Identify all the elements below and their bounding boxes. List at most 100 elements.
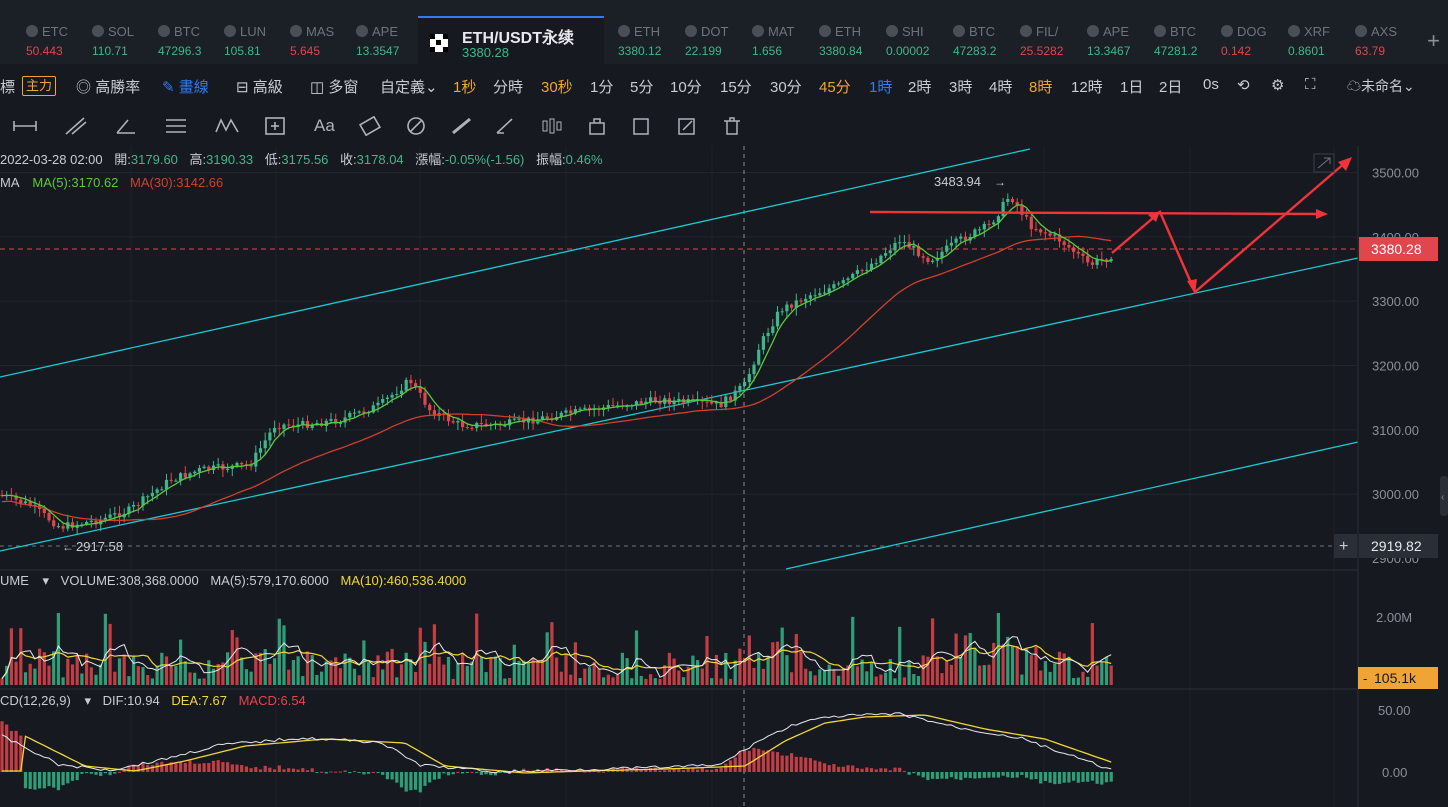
lock-icon[interactable] — [586, 116, 608, 136]
macd-dropdown-icon[interactable]: ▾ — [84, 693, 91, 708]
coin-icon — [953, 25, 965, 37]
custom-label: 自定義 — [380, 79, 426, 96]
volume-bar — [743, 657, 747, 685]
sidebar-collapse-handle[interactable] — [1440, 476, 1448, 516]
macd-bar — [94, 772, 98, 775]
add-alert-icon[interactable]: + — [1339, 538, 1348, 555]
draw-button[interactable]: ✎ 畫線 — [162, 76, 209, 97]
tab-eth-usdt-perpetual[interactable]: ETH/USDT永续 3380.28 — [418, 16, 604, 66]
horizontal-ray-icon[interactable] — [12, 116, 37, 136]
candle-body — [761, 336, 765, 350]
measure-icon[interactable] — [264, 116, 286, 136]
candle-body — [89, 520, 93, 522]
text-tool-icon[interactable]: Aa — [314, 116, 335, 135]
settings-icon[interactable]: ⚙ — [1271, 77, 1285, 94]
macd-bar — [761, 750, 765, 772]
high-label: 高: — [190, 152, 207, 167]
channel-upper-line[interactable] — [0, 148, 1031, 378]
candle-body — [973, 229, 977, 238]
macd-bar — [193, 763, 197, 772]
eraser-icon[interactable] — [404, 116, 426, 136]
tab-symbol: SOL — [108, 24, 135, 39]
projection-path[interactable] — [1111, 161, 1347, 294]
interval-button[interactable]: 1秒 — [453, 79, 477, 96]
price-chart[interactable]: 3483.94 → ← 2917.58 2022-03-28 02:00 開:3… — [0, 146, 1448, 807]
volume-bar — [155, 665, 159, 685]
interval-button[interactable]: 2時 — [908, 79, 932, 96]
pattern-tool-icon[interactable] — [358, 115, 382, 137]
interval-button[interactable]: 30秒 — [541, 79, 573, 96]
interval-button[interactable]: 45分 — [819, 79, 851, 96]
add-tab-icon[interactable]: + — [1427, 28, 1440, 53]
candle-body — [52, 520, 56, 527]
volume-bar — [1015, 646, 1019, 685]
volume-bar — [555, 657, 559, 685]
candles-icon[interactable] — [540, 116, 562, 136]
macd-bar — [352, 771, 357, 773]
interval-button[interactable]: 10分 — [670, 79, 702, 96]
copy-icon[interactable] — [630, 116, 652, 136]
interval-button[interactable]: 1分 — [590, 79, 614, 96]
interval-button[interactable]: 1時 — [869, 79, 893, 96]
parallel-channel-icon[interactable] — [164, 116, 186, 136]
candle-body — [390, 394, 394, 398]
macd-bar — [268, 767, 272, 772]
candle-body — [526, 417, 530, 423]
indicators-menu[interactable]: 標 — [0, 79, 16, 96]
crosshair-price-badge — [1334, 534, 1438, 558]
fullscreen-icon[interactable]: ⛶ — [1305, 76, 1316, 93]
trash-icon[interactable] — [720, 116, 742, 136]
advanced-button[interactable]: ⊟ 高級 — [236, 76, 283, 97]
interval-button[interactable]: 5分 — [630, 79, 654, 96]
interval-button[interactable]: 8時 — [1029, 79, 1053, 96]
volume-bar — [258, 652, 263, 685]
wave-pattern-icon[interactable] — [214, 116, 239, 136]
win-rate-button[interactable]: ◎ 高勝率 — [76, 76, 140, 97]
custom-dropdown[interactable]: 自定義⌄ — [380, 76, 438, 97]
volume-bar — [343, 653, 347, 685]
layout-cloud-dropdown[interactable]: ☁未命名⌄ — [1347, 76, 1415, 96]
volume-bar — [649, 674, 653, 685]
interval-button[interactable]: 3時 — [949, 79, 973, 96]
volume-dropdown-icon[interactable]: ▾ — [43, 573, 50, 588]
candle-body — [305, 421, 310, 428]
macd-bar — [343, 770, 347, 772]
volume-bar — [315, 674, 319, 685]
candle-body — [202, 466, 206, 469]
edit-icon[interactable] — [676, 116, 698, 136]
interval-button[interactable]: 分時 — [493, 79, 524, 96]
replay-icon[interactable]: ⟲ — [1237, 77, 1250, 94]
main-badge[interactable]: 主力 — [22, 76, 57, 96]
current-price-label: 3380.28 — [1371, 241, 1422, 257]
volume-bar — [888, 659, 892, 685]
interval-button[interactable]: 12時 — [1071, 79, 1103, 96]
resistance-line[interactable] — [869, 210, 1323, 216]
macd-bar — [851, 765, 855, 772]
trend-line-icon[interactable] — [64, 116, 87, 136]
resistance-arrowhead — [1316, 209, 1328, 219]
candle-body — [940, 251, 944, 258]
expand-panel-icon[interactable] — [1313, 153, 1335, 173]
interval-button[interactable]: 1日 — [1120, 79, 1144, 96]
interval-button[interactable]: 2日 — [1159, 79, 1183, 96]
brush-icon[interactable] — [494, 116, 516, 136]
angle-tool-icon[interactable] — [114, 116, 136, 136]
volume-bar — [1010, 645, 1015, 685]
volume-bar — [291, 659, 295, 685]
interval-button[interactable]: 0s — [1203, 76, 1219, 93]
channel-lower-line[interactable] — [785, 441, 1359, 570]
macd-bar — [141, 762, 145, 772]
interval-button[interactable]: 4時 — [989, 79, 1013, 96]
interval-button[interactable]: 15分 — [720, 79, 752, 96]
candle-body — [879, 255, 883, 264]
interval-button[interactable]: 30分 — [770, 79, 802, 96]
volume-bar — [1043, 661, 1047, 685]
volume-value: VOLUME:308,368.0000 — [61, 573, 199, 588]
ruler-icon[interactable] — [450, 116, 472, 136]
macd-bar — [696, 769, 700, 772]
volume-bar — [132, 655, 136, 685]
multi-window-button[interactable]: ◫ 多窗 — [310, 76, 358, 97]
candle-body — [66, 522, 70, 529]
chevron-left-icon[interactable]: ‹ — [1441, 492, 1444, 503]
macd-bar — [136, 765, 140, 772]
